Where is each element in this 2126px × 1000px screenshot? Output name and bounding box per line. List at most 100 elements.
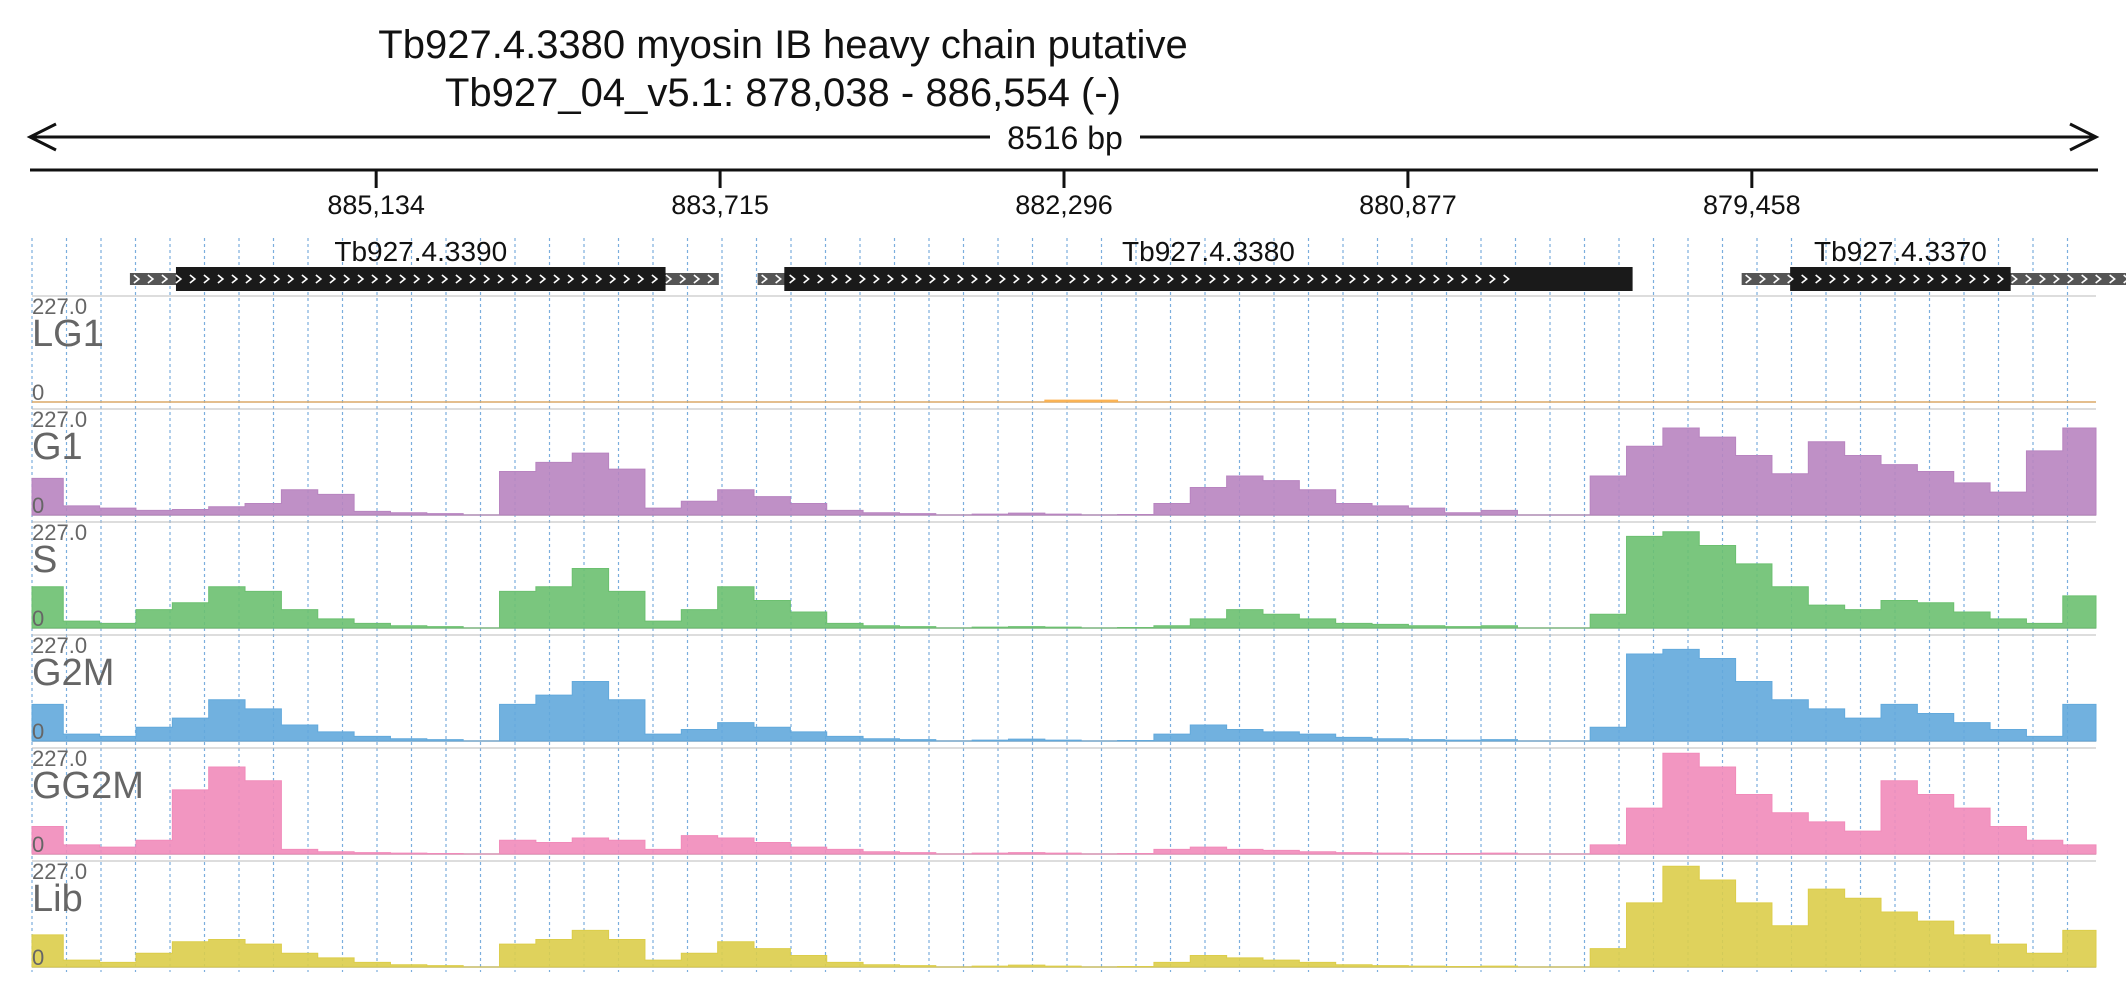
track-ymin-label: 0 bbox=[32, 493, 44, 518]
gene-strand-chevron bbox=[357, 274, 365, 284]
gene-strand-chevron bbox=[1041, 274, 1048, 284]
gene-strand-chevron bbox=[1419, 274, 1426, 284]
gene-strand-chevron bbox=[455, 274, 463, 284]
gene-strand-chevron bbox=[1181, 274, 1188, 284]
span-arrow-right-head bbox=[2069, 122, 2100, 152]
gene-strand-chevron bbox=[1027, 274, 1034, 284]
gene-strand-chevron bbox=[1857, 274, 1864, 284]
x-tick-label: 882,296 bbox=[1015, 190, 1113, 220]
track-ymax-label: 227.0 bbox=[32, 520, 87, 545]
gene-strand-chevron bbox=[971, 274, 978, 284]
gene-strand-chevron bbox=[1307, 274, 1314, 284]
gene-strand-chevron bbox=[539, 274, 547, 284]
gene-strand-chevron bbox=[915, 274, 922, 284]
track-name-label: LG1 bbox=[32, 313, 104, 355]
gene-strand-chevron bbox=[161, 274, 169, 284]
gene-label: Tb927.4.3390 bbox=[334, 236, 507, 267]
x-axis-ticks: 885,134 883,715 882,296 880,877 879,458 bbox=[327, 170, 1801, 220]
gene-strand-chevron bbox=[1801, 274, 1808, 284]
gene-strand-chevron bbox=[831, 274, 838, 284]
gene-strand-chevron bbox=[1941, 274, 1948, 284]
gene-strand-chevron bbox=[175, 274, 183, 284]
coverage-area-lg1 bbox=[32, 399, 2096, 403]
track-ymin-label: 0 bbox=[32, 606, 44, 631]
chart-header: Tb927.4.3380 myosin IB heavy chain putat… bbox=[26, 23, 2100, 172]
span-label: 8516 bp bbox=[1007, 120, 1123, 156]
coverage-area-lib bbox=[31, 865, 2097, 968]
gene-strand-chevron bbox=[1489, 274, 1496, 284]
gene-strand-chevron bbox=[2039, 274, 2046, 284]
gene-strand-chevron bbox=[1083, 274, 1090, 284]
track-ymax-label: 227.0 bbox=[32, 294, 87, 319]
gene-strand-chevron bbox=[2067, 274, 2074, 284]
track-ymin-label: 0 bbox=[32, 945, 44, 970]
gene-strand-chevron bbox=[259, 274, 267, 284]
gene-strand-chevron bbox=[1013, 274, 1020, 284]
gene-strand-chevron bbox=[483, 274, 491, 284]
gene-strand-chevron bbox=[901, 274, 908, 284]
gene-strand-chevron bbox=[511, 274, 519, 284]
gene-strand-chevron bbox=[2011, 274, 2018, 284]
gene-strand-chevron bbox=[525, 274, 533, 284]
gene-strand-chevron bbox=[1871, 274, 1878, 284]
gene-strand-chevron bbox=[497, 274, 505, 284]
gene-strand-chevron bbox=[637, 274, 645, 284]
span-label-bg bbox=[990, 120, 1140, 154]
gene-strand-chevron bbox=[1405, 274, 1412, 284]
gene-strand-chevron bbox=[1899, 274, 1906, 284]
gene-strand-chevron bbox=[329, 274, 337, 284]
track-name-label: G2M bbox=[32, 652, 114, 694]
track-ymin-label: 0 bbox=[32, 719, 44, 744]
gene-strand-chevron bbox=[273, 274, 281, 284]
gene-strand-chevron bbox=[553, 274, 561, 284]
gene-strand-chevron bbox=[693, 274, 701, 284]
gene-strand-chevron bbox=[873, 274, 880, 284]
gene-strand-chevron bbox=[343, 274, 351, 284]
gene-strand-chevron bbox=[1843, 274, 1850, 284]
track-ymax-label: 227.0 bbox=[32, 746, 87, 771]
gene-strand-chevron bbox=[2109, 274, 2116, 284]
gene-strand-chevron bbox=[189, 274, 197, 284]
track-ymax-label: 227.0 bbox=[32, 859, 87, 884]
gene-strand-chevron bbox=[1097, 274, 1104, 284]
track-g1: 227.0G1 0 bbox=[31, 407, 2097, 518]
gene-strand-chevron bbox=[1265, 274, 1272, 284]
gene-strand-chevron bbox=[761, 274, 768, 284]
x-tick-label: 879,458 bbox=[1703, 190, 1801, 220]
gene-strand-chevron bbox=[413, 274, 421, 284]
gene-strand-chevron bbox=[1279, 274, 1286, 284]
gene-strand-chevron bbox=[1321, 274, 1328, 284]
gene-strand-chevron bbox=[1335, 274, 1342, 284]
gene-cds-bar bbox=[175, 267, 666, 291]
gene-strand-chevron bbox=[1787, 274, 1794, 284]
gene-strand-chevron bbox=[2095, 274, 2102, 284]
gene-strand-chevron bbox=[133, 274, 141, 284]
gene-strand-chevron bbox=[1223, 274, 1230, 284]
gene-strand-chevron bbox=[245, 274, 253, 284]
track-name-label: GG2M bbox=[32, 765, 144, 807]
track-ymin-label: 0 bbox=[32, 380, 44, 405]
gene-strand-chevron bbox=[1251, 274, 1258, 284]
gene-strand-chevron bbox=[1391, 274, 1398, 284]
gene-strand-chevron bbox=[2081, 274, 2088, 284]
gene-strand-chevron bbox=[1195, 274, 1202, 284]
gene-strand-chevron bbox=[1433, 274, 1440, 284]
gene-strand-chevron bbox=[1759, 274, 1766, 284]
gene-strand-chevron bbox=[2025, 274, 2032, 284]
gene-strand-chevron bbox=[301, 274, 309, 284]
gene-strand-chevron bbox=[1913, 274, 1920, 284]
gene-strand-chevron bbox=[1069, 274, 1076, 284]
gene-strand-chevron bbox=[803, 274, 810, 284]
gene-strand-chevron bbox=[929, 274, 936, 284]
coverage-area-g2m bbox=[31, 648, 2097, 742]
x-tick-label: 880,877 bbox=[1359, 190, 1457, 220]
gene-strand-chevron bbox=[231, 274, 239, 284]
gene-strand-chevron bbox=[651, 274, 659, 284]
gene-strand-chevron bbox=[217, 274, 225, 284]
x-tick-label: 885,134 bbox=[327, 190, 425, 220]
gene-strand-chevron bbox=[1773, 274, 1780, 284]
